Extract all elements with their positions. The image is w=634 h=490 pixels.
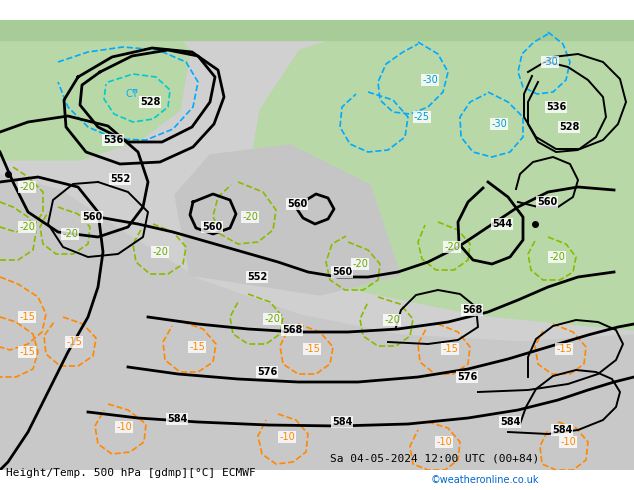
Text: -20: -20 — [19, 222, 35, 232]
Text: -30: -30 — [422, 75, 438, 85]
Text: 560: 560 — [82, 212, 102, 222]
Text: 544: 544 — [492, 219, 512, 229]
Text: 528: 528 — [140, 97, 160, 107]
Polygon shape — [0, 20, 634, 40]
Text: -20: -20 — [384, 315, 400, 325]
Text: -20: -20 — [62, 229, 78, 239]
Text: 568: 568 — [281, 325, 302, 335]
Polygon shape — [0, 175, 634, 470]
Text: Height/Temp. 500 hPa [gdmp][°C] ECMWF: Height/Temp. 500 hPa [gdmp][°C] ECMWF — [6, 468, 256, 478]
Text: -25: -25 — [414, 112, 430, 122]
Text: -30: -30 — [542, 57, 558, 67]
Text: -20: -20 — [444, 242, 460, 252]
Text: -10: -10 — [560, 437, 576, 447]
Text: ©weatheronline.co.uk: ©weatheronline.co.uk — [431, 475, 540, 485]
Text: -15: -15 — [556, 344, 572, 354]
Polygon shape — [175, 145, 400, 295]
Polygon shape — [0, 20, 190, 160]
Text: 584: 584 — [332, 417, 353, 427]
Text: -20: -20 — [549, 252, 565, 262]
Text: 584: 584 — [552, 425, 573, 435]
Text: 576: 576 — [257, 367, 277, 377]
Text: 552: 552 — [247, 272, 267, 282]
Text: 560: 560 — [202, 222, 222, 232]
Text: 568: 568 — [462, 305, 482, 315]
Text: 560: 560 — [332, 267, 352, 277]
Text: -20: -20 — [352, 259, 368, 269]
Text: Sa 04-05-2024 12:00 UTC (00+84): Sa 04-05-2024 12:00 UTC (00+84) — [330, 453, 539, 463]
Polygon shape — [250, 20, 634, 330]
Text: 536: 536 — [546, 102, 566, 112]
Text: -30: -30 — [491, 119, 507, 129]
Text: -15: -15 — [66, 337, 82, 347]
Text: -15: -15 — [304, 344, 320, 354]
Text: 584: 584 — [167, 414, 187, 424]
Text: 576: 576 — [457, 372, 477, 382]
Text: 536: 536 — [103, 135, 123, 145]
Text: 528: 528 — [559, 122, 579, 132]
Text: -20: -20 — [264, 314, 280, 324]
Text: 560: 560 — [287, 199, 307, 209]
Text: Cͳ: Cͳ — [126, 89, 139, 99]
Text: 552: 552 — [110, 174, 130, 184]
Text: -10: -10 — [279, 432, 295, 442]
Text: 584: 584 — [500, 417, 520, 427]
Text: -15: -15 — [442, 344, 458, 354]
Text: -10: -10 — [116, 422, 132, 432]
Text: -15: -15 — [19, 312, 35, 322]
Text: -20: -20 — [152, 247, 168, 257]
Text: -20: -20 — [242, 212, 258, 222]
Text: -15: -15 — [19, 347, 35, 357]
Text: 560: 560 — [537, 197, 557, 207]
Text: -20: -20 — [19, 182, 35, 192]
Text: -10: -10 — [436, 437, 452, 447]
Text: -15: -15 — [189, 342, 205, 352]
